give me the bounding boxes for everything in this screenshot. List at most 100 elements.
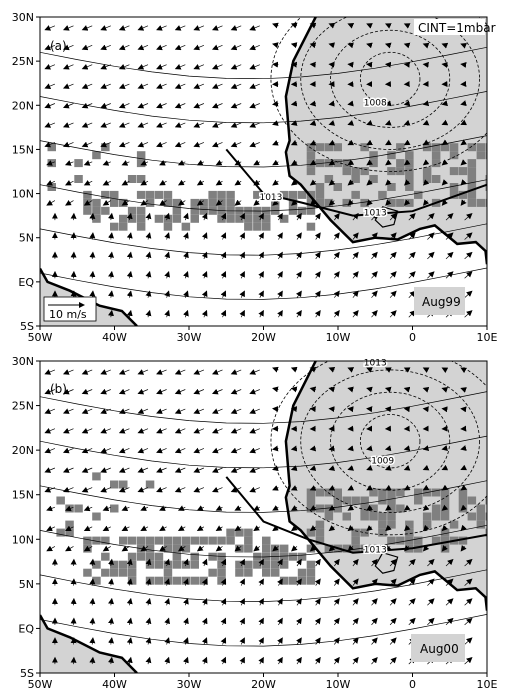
- precip-pixel: [136, 159, 146, 168]
- precip-pixel: [387, 151, 396, 160]
- wind-vector: [100, 428, 111, 434]
- precip-pixel: [271, 560, 280, 569]
- precip-pixel: [387, 536, 396, 545]
- wind-vector: [193, 388, 205, 395]
- precip-pixel: [181, 222, 191, 231]
- isobar-label: 1013: [364, 209, 387, 219]
- wind-vector: [159, 505, 167, 511]
- land-shading-a: [40, 17, 487, 326]
- precip-pixel: [378, 190, 387, 199]
- precip-pixel: [279, 544, 289, 553]
- wind-vector: [249, 486, 260, 493]
- axis-ticks-b: 50W 40W 30W 20W 10W 0 10E 30N 25N 20N 15N 10N 5N EQ 5S: [12, 355, 498, 691]
- precip-pixel: [333, 159, 342, 168]
- wind-vector: [121, 505, 130, 511]
- wind-vector: [193, 64, 205, 70]
- wind-vector: [230, 141, 242, 148]
- y-tick-label: 10N: [12, 533, 34, 546]
- wind-vector: [118, 369, 130, 375]
- wind-vector: [403, 139, 411, 146]
- wind-vector: [272, 505, 279, 511]
- wind-vector: [460, 464, 468, 471]
- precip-pixel: [136, 214, 146, 223]
- wind-vector: [81, 369, 93, 375]
- precip-pixel: [101, 536, 110, 545]
- wind-vector: [366, 199, 373, 206]
- wind-vector: [201, 290, 208, 298]
- precip-pixel: [190, 536, 199, 545]
- wind-vector: [234, 179, 242, 186]
- wind-vector: [108, 290, 114, 298]
- wind-vector: [156, 83, 167, 89]
- wind-vector: [126, 290, 133, 298]
- wind-vector: [441, 464, 449, 471]
- wind-vector: [164, 597, 170, 606]
- wind-vector: [230, 25, 242, 31]
- precip-pixel: [163, 198, 173, 207]
- wind-vector: [211, 408, 223, 414]
- period-label-a: Aug99: [422, 295, 461, 309]
- wind-vector: [220, 637, 227, 645]
- wind-vector: [403, 464, 411, 471]
- wind-vector: [44, 486, 56, 493]
- precip-pixel: [449, 167, 459, 176]
- wind-vector: [366, 23, 373, 29]
- precip-pixel: [56, 528, 65, 537]
- precip-pixel: [83, 206, 92, 215]
- precip-pixel: [83, 190, 92, 199]
- wind-vector: [211, 122, 223, 128]
- wind-vector: [215, 199, 223, 206]
- wind-vector: [102, 199, 111, 206]
- isobar-dashed: [359, 414, 421, 469]
- wind-vector: [347, 61, 354, 68]
- precip-pixel: [119, 536, 128, 545]
- precip-pixel: [279, 190, 289, 199]
- wind-vector: [62, 369, 74, 375]
- land-africa: [285, 361, 487, 611]
- x-tick-label: 30W: [177, 331, 202, 344]
- wind-vector: [108, 656, 114, 665]
- wind-vector: [277, 656, 283, 665]
- wind-vector: [366, 119, 373, 126]
- precip-pixel: [351, 175, 360, 183]
- cint-box: [414, 19, 485, 35]
- wind-vector: [174, 447, 186, 454]
- wind-vector: [156, 447, 167, 454]
- precip-pixel: [431, 143, 441, 152]
- precip-pixel: [172, 552, 182, 561]
- wind-vector: [404, 545, 411, 552]
- precip-pixel: [244, 222, 253, 231]
- wind-vector: [220, 270, 227, 279]
- wind-vector: [220, 578, 227, 586]
- precip-pixel: [458, 496, 468, 505]
- wind-vector: [174, 122, 186, 128]
- wind-vector: [347, 120, 355, 126]
- wind-vector: [441, 119, 449, 126]
- wind-vector: [193, 408, 205, 414]
- wind-vector: [277, 637, 283, 645]
- wind-vector: [403, 119, 411, 126]
- wind-vector: [145, 251, 152, 259]
- wind-vector: [177, 505, 186, 511]
- wind-vector: [249, 122, 260, 128]
- wind-vector: [81, 102, 93, 109]
- wind-vector: [309, 465, 317, 471]
- wind-vector: [164, 617, 170, 626]
- lake-volta: [374, 551, 399, 574]
- wind-vector: [249, 141, 260, 148]
- precip-pixel: [351, 496, 360, 505]
- wind-vector: [253, 545, 261, 552]
- wind-vector: [137, 388, 149, 395]
- wind-vector: [81, 447, 93, 454]
- wind-vector: [140, 505, 149, 511]
- wind-vector: [314, 656, 321, 665]
- precip-pixel: [378, 488, 387, 497]
- wind-vector: [366, 524, 373, 532]
- wind-vector: [89, 656, 96, 665]
- wind-vector: [460, 484, 468, 491]
- wind-vector: [384, 100, 392, 107]
- wind-vector: [272, 406, 279, 413]
- x-tick-label: 10W: [326, 331, 351, 344]
- wind-vector: [328, 485, 336, 491]
- precip-pixel: [181, 544, 191, 553]
